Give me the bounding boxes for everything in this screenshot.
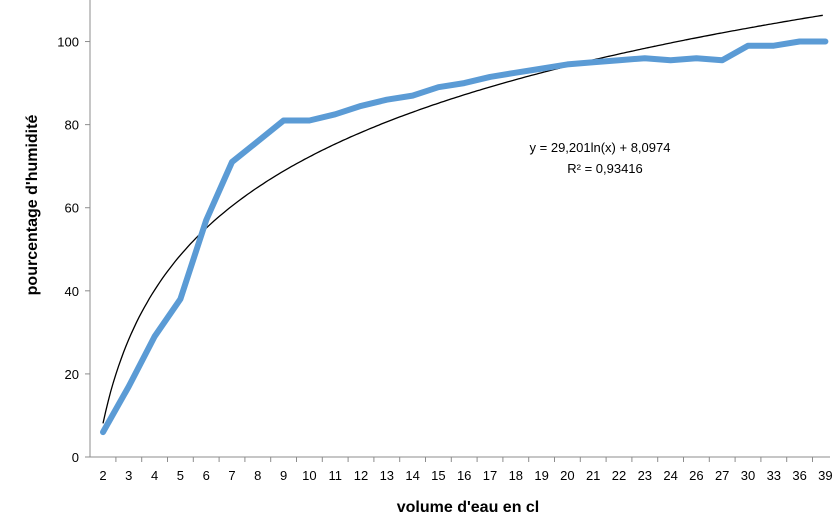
x-tick-label: 24 [663,468,677,483]
y-axis-title: pourcentage d'humidité [24,115,41,296]
y-tick-label: 100 [57,35,79,50]
x-tick-label: 22 [612,468,626,483]
x-tick-label: 26 [689,468,703,483]
x-tick-label: 14 [405,468,419,483]
x-tick-label: 21 [586,468,600,483]
series-line [100,38,829,436]
x-tick-label: 13 [380,468,394,483]
x-tick-label: 3 [125,468,132,483]
x-tick-label: 12 [354,468,368,483]
x-tick-label: 4 [151,468,158,483]
x-tick-label: 33 [767,468,781,483]
x-tick-label: 7 [228,468,235,483]
x-tick-label: 15 [431,468,445,483]
x-tick-label: 6 [203,468,210,483]
x-axis: 2 3 4 5 6 7 8 9 10 11 12 13 14 15 16 17 18 19 20 21 22 23 24 26… [90,456,833,483]
trendline [102,14,823,424]
x-tick-label: 20 [560,468,574,483]
y-tick-label: 20 [65,367,79,382]
y-axis: 0 20 40 60 80 100 [57,0,91,465]
x-tick-label: 39 [818,468,832,483]
x-tick-label: 9 [280,468,287,483]
x-tick-label: 27 [715,468,729,483]
x-tick-label: 36 [792,468,806,483]
x-axis-title: volume d'eau en cl [397,499,540,516]
y-tick-label: 80 [65,118,79,133]
trendline-r-squared: R² = 0,93416 [567,161,643,176]
x-tick-label: 17 [483,468,497,483]
x-tick-label: 16 [457,468,471,483]
x-tick-label: 2 [99,468,106,483]
y-tick-label: 60 [65,201,79,216]
y-tick-label: 0 [72,450,79,465]
x-tick-label: 18 [509,468,523,483]
x-tick-label: 23 [638,468,652,483]
x-tick-label: 19 [534,468,548,483]
trendline-path [102,14,823,424]
x-tick-label: 5 [177,468,184,483]
x-tick-label: 8 [254,468,261,483]
x-tick-label: 30 [741,468,755,483]
y-tick-label: 40 [65,284,79,299]
data-series [100,38,829,436]
x-tick-label: 10 [302,468,316,483]
x-tick-label: 11 [328,468,342,483]
trendline-equation: y = 29,201ln(x) + 8,0974 [530,140,671,155]
